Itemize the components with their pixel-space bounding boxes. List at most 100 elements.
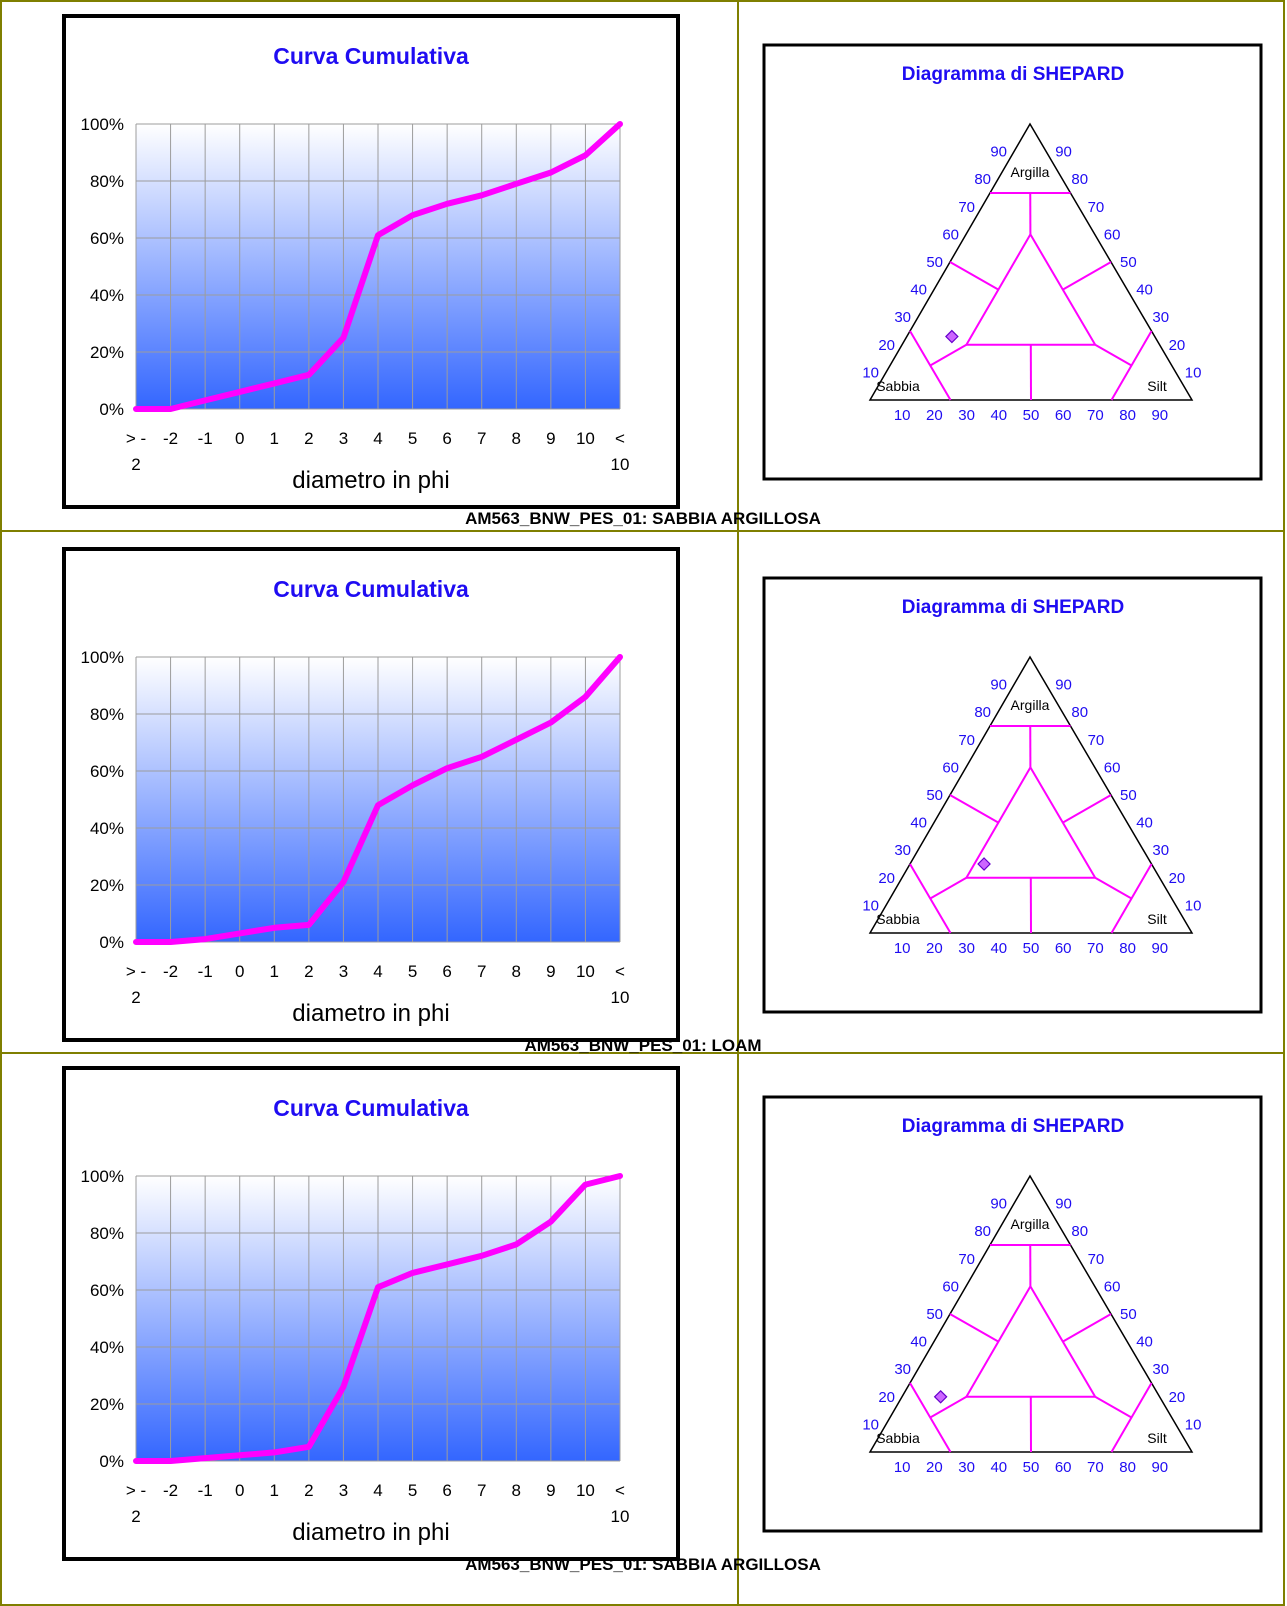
x-tick-label: 10: [576, 1481, 595, 1500]
right-edge-tick: 90: [1055, 677, 1072, 694]
cumulative-data-point: [169, 940, 173, 944]
x-tick-label: 8: [512, 1481, 521, 1500]
right-edge-tick: 60: [1104, 759, 1121, 776]
bottom-edge-tick: 50: [1023, 940, 1040, 957]
x-tick-label: 2: [304, 1481, 313, 1500]
vertex-label-clay: Argilla: [1011, 1216, 1050, 1232]
y-tick-label: 100%: [81, 648, 124, 667]
x-tick-label: 6: [442, 962, 451, 981]
sand-stem: [929, 876, 967, 900]
x-tick-label: > -: [126, 962, 146, 981]
cumulative-data-points: [134, 122, 622, 411]
y-tick-label: 80%: [90, 705, 124, 724]
cumulative-chart-title: Curva Cumulativa: [273, 576, 469, 602]
bottom-edge-tick: 50: [1023, 1459, 1040, 1476]
cumulative-gridlines: [135, 123, 621, 410]
left-edge-tick: 40: [910, 282, 927, 299]
y-axis-ticks: 0% 20% 40% 60% 80% 100%: [81, 648, 124, 952]
left-edge-tick: 10: [862, 364, 879, 381]
cumulative-data-point: [445, 1262, 449, 1266]
left-edge-tick: 50: [926, 787, 943, 804]
bottom-edge-tick: 50: [1023, 407, 1040, 424]
left-edge-tick: 50: [926, 254, 943, 271]
x-tick-label: 3: [339, 1481, 348, 1500]
cumulative-data-point: [549, 170, 553, 174]
bottom-edge-tick: 20: [926, 1459, 943, 1476]
x-tick-label: 2: [131, 1507, 140, 1526]
left-edge-tick: 40: [910, 815, 927, 832]
x-tick-label: 4: [373, 1481, 382, 1500]
cumulative-data-point: [480, 193, 484, 197]
right-edge-tick: 80: [1071, 171, 1088, 188]
cumulative-data-point: [445, 202, 449, 206]
y-tick-label: 0%: [99, 933, 124, 952]
x-tick-label: -2: [163, 1481, 178, 1500]
right-edge-tick: 40: [1136, 282, 1153, 299]
bottom-edge-tick: 10: [894, 1459, 911, 1476]
x-tick-label: 1: [270, 429, 279, 448]
x-tick-label: 6: [442, 1481, 451, 1500]
bottom-edge-tick: 90: [1151, 940, 1168, 957]
right-edge-tick: 90: [1055, 1196, 1072, 1213]
bottom-edge-tick: 20: [926, 940, 943, 957]
x-tick-label: 2: [304, 962, 313, 981]
x-tick-label: 9: [546, 1481, 555, 1500]
left-edge-tick: 90: [990, 677, 1007, 694]
left-edge-tick: 60: [942, 759, 959, 776]
bottom-edge-tick: 10: [894, 940, 911, 957]
cumulative-gridlines: [135, 656, 621, 943]
result-row-1: Curva Cumulativa 0% 20% 40% 60% 80% 100% > - 2 -2…: [62, 14, 1263, 528]
cumulative-data-points: [134, 655, 622, 944]
left-edge-tick: 70: [958, 732, 975, 749]
bottom-edge-tick: 20: [926, 407, 943, 424]
shepard-chart-title: Diagramma di SHEPARD: [902, 1116, 1124, 1137]
left-edge-tick: 20: [878, 870, 895, 887]
x-axis-ticks: > - 2 -2 -1 0 1 2 3 4 5 6 7 8 9 10 <10: [126, 962, 630, 1007]
sample-caption: AM563_BNW_PES_01: LOAM: [524, 1036, 761, 1055]
cumulative-data-point: [307, 373, 311, 377]
cumulative-data-point: [411, 1271, 415, 1275]
x-tick-label: 3: [339, 962, 348, 981]
x-tick-label: 6: [442, 429, 451, 448]
y-axis-ticks: 0% 20% 40% 60% 80% 100%: [81, 115, 124, 419]
y-tick-label: 100%: [81, 1167, 124, 1186]
x-tick-label: -1: [198, 429, 213, 448]
cumulative-data-point: [549, 1220, 553, 1224]
cumulative-data-point: [549, 721, 553, 725]
vertex-label-silt: Silt: [1147, 1430, 1167, 1446]
bottom-edge-tick: 30: [958, 1459, 975, 1476]
left-edge-tick: 80: [974, 171, 991, 188]
shepard-class-boundaries: [909, 1244, 1153, 1453]
left-edge-tick: 60: [942, 1278, 959, 1295]
silt-stem: [1094, 343, 1132, 367]
bottom-edge-tick: 40: [990, 407, 1007, 424]
bottom-edge-tick: 90: [1151, 1459, 1168, 1476]
sample-point-marker: [977, 857, 991, 871]
y-tick-label: 20%: [90, 343, 124, 362]
y-tick-label: 20%: [90, 1395, 124, 1414]
cumulative-data-point: [514, 182, 518, 186]
cumulative-data-point: [480, 1254, 484, 1258]
cumulative-data-point: [411, 213, 415, 217]
left-edge-tick: 80: [974, 1223, 991, 1240]
bottom-edge-tick: 30: [958, 940, 975, 957]
bottom-edge-tick: 70: [1087, 407, 1104, 424]
left-mid-spoke: [949, 794, 999, 824]
cumulative-data-point: [376, 233, 380, 237]
cumulative-data-point: [341, 1385, 345, 1389]
right-mid-spoke: [1062, 261, 1112, 291]
left-edge-tick: 90: [990, 1196, 1007, 1213]
left-edge-tick: 70: [958, 199, 975, 216]
x-tick-label: -1: [198, 962, 213, 981]
x-tick-label: > -: [126, 1481, 146, 1500]
bottom-edge-tick: 90: [1151, 407, 1168, 424]
cumulative-data-point: [203, 1456, 207, 1460]
left-edge-tick: 70: [958, 1251, 975, 1268]
right-edge-tick: 70: [1088, 732, 1105, 749]
right-edge-tick: 20: [1169, 1389, 1186, 1406]
y-axis-ticks: 0% 20% 40% 60% 80% 100%: [81, 1167, 124, 1471]
